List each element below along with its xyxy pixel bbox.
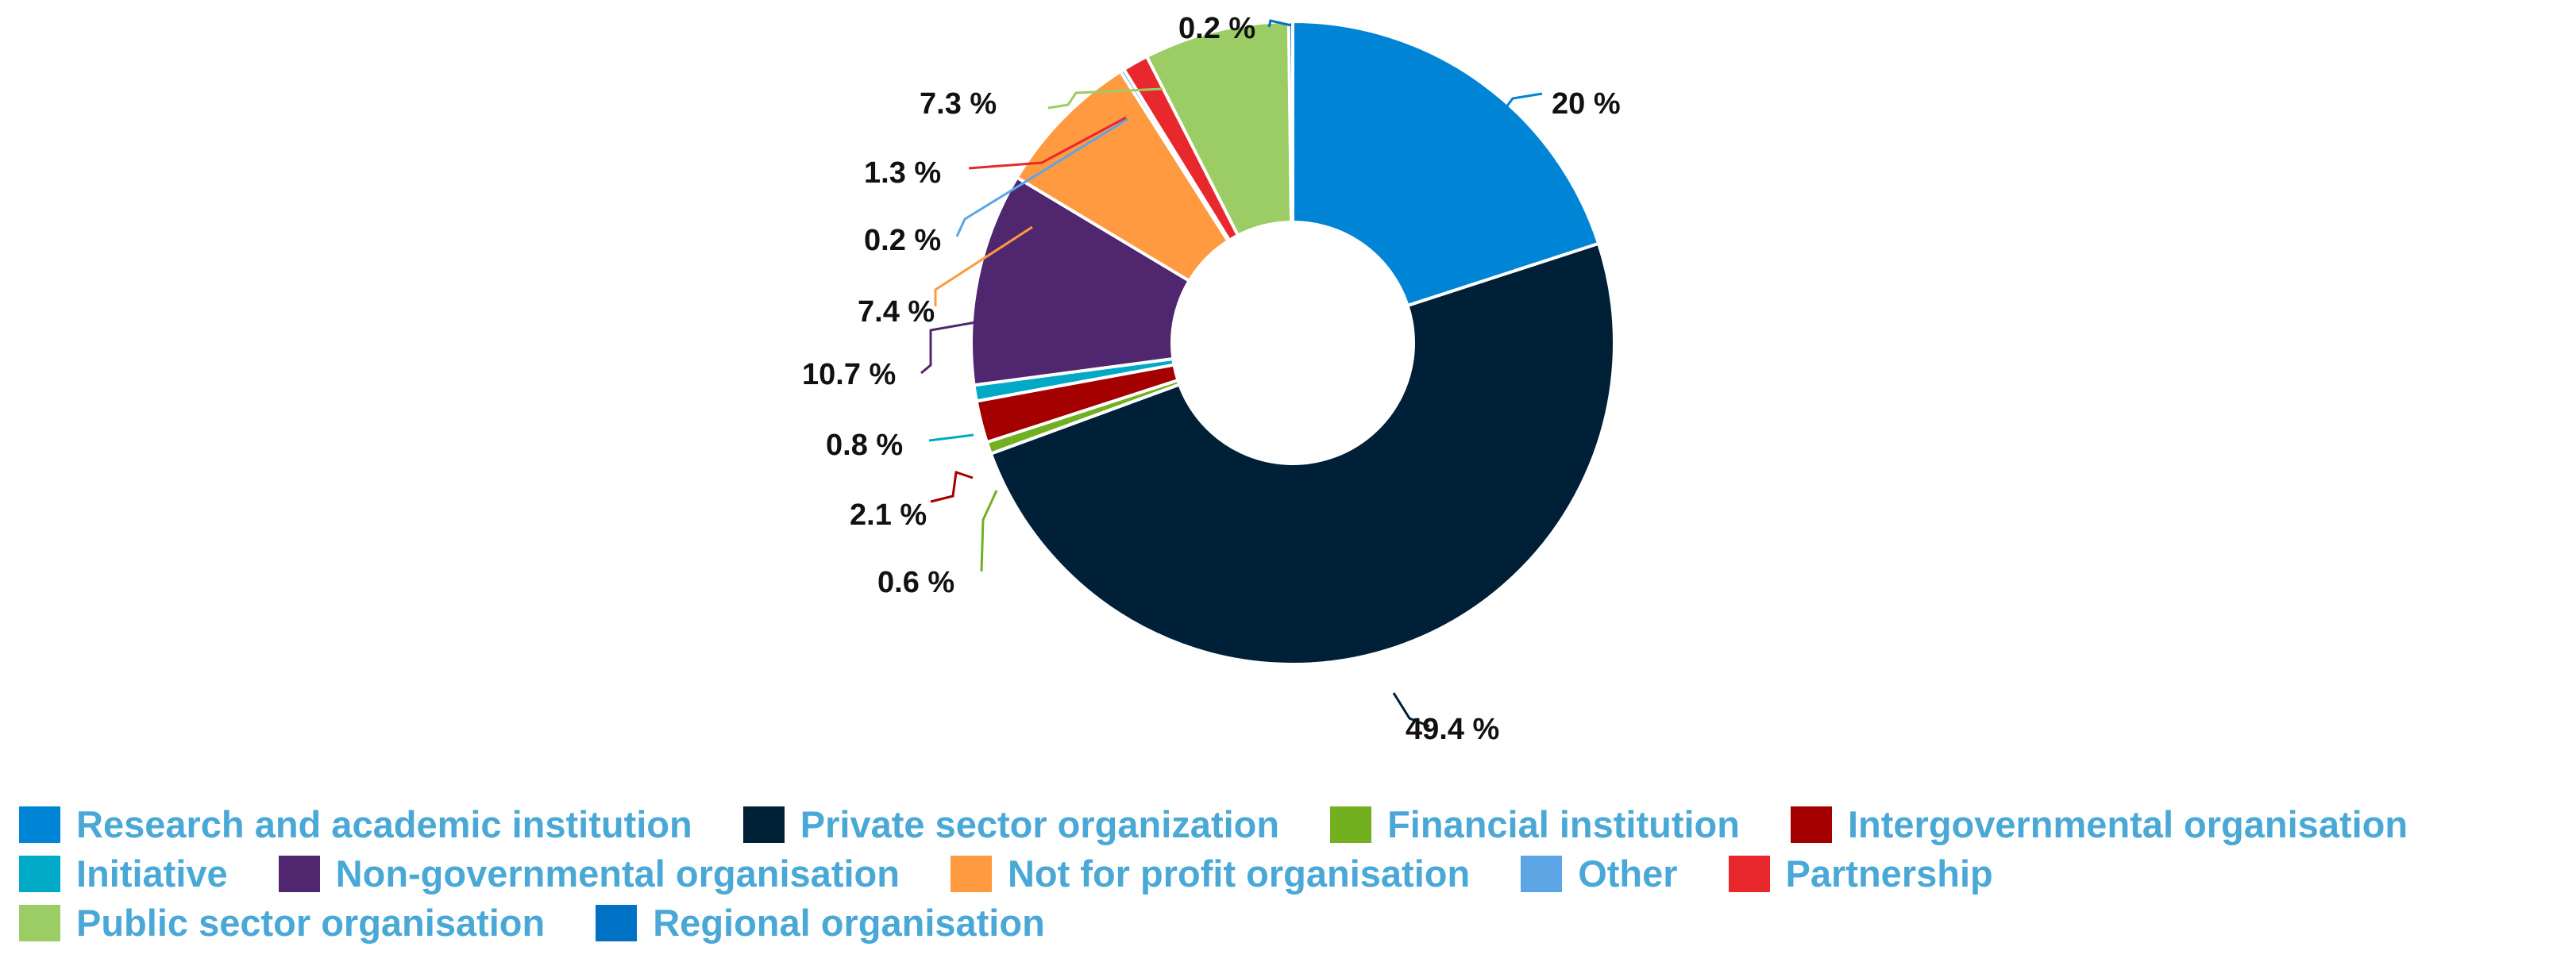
legend-swatch [1330, 806, 1372, 843]
leader-line [930, 471, 974, 503]
legend-label: Other [1578, 852, 1678, 895]
legend-item[interactable]: Not for profit organisation [950, 849, 1471, 899]
slice-non-governmental-organisation[interactable] [970, 175, 1192, 387]
legend-swatch [742, 806, 785, 843]
slice-not-for-profit-organisation[interactable] [1014, 69, 1231, 283]
slice-public-sector-organisation[interactable] [1144, 20, 1294, 238]
legend-label: Public sector organisation [76, 902, 546, 944]
data-label: 20 % [1552, 87, 1621, 121]
legend-item[interactable]: Regional organisation [596, 899, 1045, 948]
legend-swatch [596, 905, 638, 941]
legend-label: Research and academic institution [76, 803, 692, 845]
legend-item[interactable]: Other [1521, 849, 1678, 899]
legend-label: Private sector organization [800, 803, 1280, 845]
data-label: 0.8 % [826, 429, 903, 462]
data-label: 49.4 % [1406, 713, 1499, 746]
legend-item[interactable]: Financial institution [1330, 800, 1740, 849]
legend-swatch [1790, 806, 1832, 843]
leader-lines-layer [920, 19, 1543, 728]
legend-item[interactable]: Non-governmental organisation [278, 849, 900, 899]
legend-item[interactable]: Partnership [1728, 849, 1993, 899]
legend-swatch [278, 856, 320, 892]
legend-item[interactable]: Research and academic institution [19, 800, 692, 849]
leader-line [980, 490, 998, 572]
legend-label: Initiative [76, 852, 228, 895]
legend-swatch [19, 806, 60, 843]
leader-line [928, 433, 974, 442]
legend-label: Non-governmental organisation [335, 852, 900, 895]
leader-line [1491, 92, 1543, 126]
data-label: 0.2 % [1178, 12, 1255, 45]
data-label: 0.6 % [877, 566, 954, 599]
data-label: 7.4 % [858, 295, 935, 329]
data-label: 10.7 % [802, 358, 896, 391]
leader-line [1047, 87, 1163, 110]
leader-line [934, 225, 1033, 306]
leader-line [920, 308, 1049, 375]
legend-swatch [19, 856, 60, 892]
data-label: 7.3 % [920, 87, 997, 121]
data-label: 1.3 % [864, 156, 941, 190]
leader-line [955, 117, 1128, 237]
legend: Research and academic institution Private… [19, 800, 2568, 948]
legend-label: Financial institution [1387, 803, 1740, 845]
legend-swatch [950, 856, 992, 892]
data-label: 2.1 % [850, 498, 927, 532]
legend-swatch [19, 905, 60, 941]
legend-label: Regional organisation [653, 902, 1045, 944]
donut-chart: 20 % 49.4 % 0.6 % 2.1 % 0.8 % 10.7 % 7.4 % 0.2 … [802, 12, 1621, 746]
legend-label: Not for profit organisation [1007, 852, 1471, 895]
slices-layer [970, 19, 1616, 667]
leader-line [1392, 692, 1430, 728]
slice-research-and-academic-institution[interactable] [1291, 19, 1601, 308]
legend-label: Partnership [1785, 852, 1993, 895]
legend-item[interactable]: Private sector organization [742, 800, 1280, 849]
leader-line [1267, 19, 1292, 28]
leader-line [968, 116, 1127, 170]
legend-item[interactable]: Public sector organisation [19, 899, 545, 948]
data-label: 0.2 % [864, 224, 941, 257]
data-labels-layer: 20 % 49.4 % 0.6 % 2.1 % 0.8 % 10.7 % 7.4 % 0.2 … [802, 12, 1621, 746]
slice-private-sector-organization[interactable] [989, 241, 1616, 667]
legend-label: Intergovernmental organisation [1847, 803, 2408, 845]
legend-swatch [1728, 856, 1770, 892]
legend-item[interactable]: Intergovernmental organisation [1790, 800, 2408, 849]
slice-regional-organisation[interactable] [1286, 19, 1294, 225]
legend-item[interactable]: Initiative [19, 849, 228, 899]
legend-swatch [1521, 856, 1563, 892]
